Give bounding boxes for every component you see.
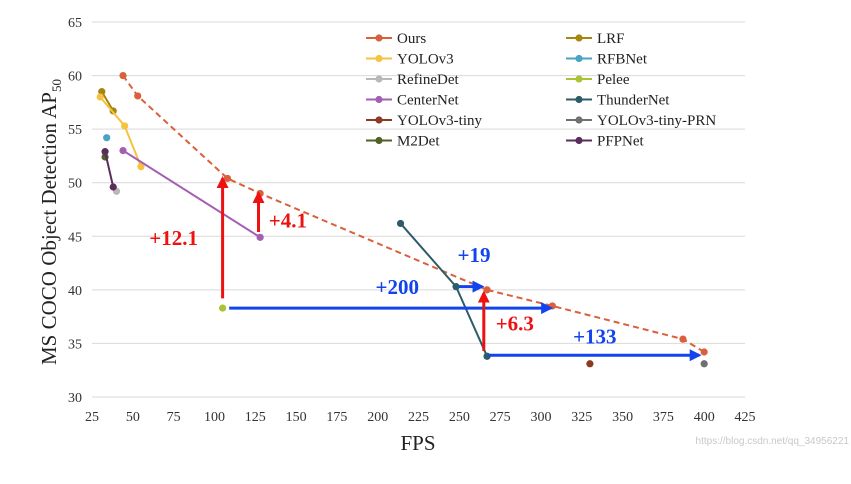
series-line-ours (122, 74, 705, 353)
x-tick-label: 350 (612, 410, 633, 425)
legend-label-thundernet: ThunderNet (597, 93, 670, 109)
annotation-label-4: +6.3 (496, 312, 534, 336)
legend-marker-yolov3-tiny-prn (575, 116, 583, 124)
point-pfpnet (109, 183, 117, 191)
series-line-pfpnet (104, 151, 115, 188)
x-tick-label: 125 (245, 410, 266, 425)
legend-label-lrf: LRF (597, 31, 625, 47)
x-tick-label: 300 (530, 410, 551, 425)
legend-label-yolov3-tiny: YOLOv3-tiny (397, 113, 482, 129)
legend: Ours LRF YOLOv3 RFBNet RefineDet Pelee CenterN… (366, 31, 716, 150)
point-thundernet (396, 219, 405, 228)
x-tick-label: 175 (326, 410, 347, 425)
svg-text:MS COCO Object Detection AP50: MS COCO Object Detection AP50 (37, 79, 64, 365)
x-axis-label: FPS (400, 431, 435, 455)
y-tick-label: 55 (68, 123, 82, 138)
point-rfbnet (103, 134, 111, 142)
x-tick-label: 50 (126, 410, 140, 425)
x-tick-label: 250 (449, 410, 470, 425)
point-centernet (256, 233, 264, 241)
point-yolov3 (96, 93, 104, 101)
legend-marker-pelee (575, 75, 583, 83)
legend-marker-refinedet (375, 75, 383, 83)
x-tick-label: 150 (286, 410, 307, 425)
series-line-lrf (100, 91, 115, 112)
x-tick-label: 200 (367, 410, 388, 425)
y-tick-label: 35 (68, 337, 82, 352)
legend-label-yolov3: YOLOv3 (397, 52, 454, 68)
annotation-label-1: +4.1 (269, 209, 307, 233)
point-yolov3-tiny (586, 360, 594, 368)
legend-marker-centernet (375, 95, 383, 104)
x-tick-label: 275 (490, 410, 511, 425)
point-ours (223, 174, 232, 183)
point-pelee (219, 304, 227, 312)
x-tick-label: 425 (735, 410, 756, 425)
grid-lines (92, 21, 745, 398)
legend-label-pelee: Pelee (597, 72, 630, 88)
legend-label-rfbnet: RFBNet (597, 52, 648, 68)
annotation-label-0: +12.1 (149, 226, 198, 250)
legend-label-yolov3-tiny-prn: YOLOv3-tiny-PRN (597, 113, 716, 129)
point-centernet (119, 146, 127, 155)
y-tick-label: 40 (68, 284, 82, 299)
annotation-label-2: +200 (376, 275, 419, 299)
annotation-label-5: +133 (573, 324, 616, 348)
point-ours (119, 71, 127, 80)
legend-label-pfpnet: PFPNet (597, 134, 645, 150)
legend-marker-thundernet (575, 95, 583, 104)
y-tick-label: 45 (68, 230, 82, 245)
x-tick-label: 375 (653, 410, 674, 425)
y-axis-label-sub: 50 (49, 79, 64, 92)
x-tick-label: 325 (571, 410, 592, 425)
point-yolov3 (121, 122, 129, 130)
point-pfpnet (101, 148, 109, 156)
y-axis-label: MS COCO Object Detection AP50 (37, 79, 64, 365)
series-layer (96, 71, 708, 368)
x-tick-label: 400 (694, 410, 715, 425)
x-tick-label: 25 (85, 410, 99, 425)
point-ours (134, 92, 142, 100)
axis-ticks: 30 35 40 45 50 55 60 65 25 50 75 100 125 150 175 200 225… (68, 16, 756, 425)
legend-marker-lrf (575, 34, 583, 42)
point-yolov3 (137, 163, 145, 171)
annotations: +12.1 +4.1 +200 +19 +6.3 +133 (149, 176, 702, 362)
series-line-centernet (122, 149, 261, 239)
point-thundernet (452, 283, 460, 291)
legend-marker-yolov3-tiny (375, 116, 383, 124)
y-tick-label: 50 (68, 177, 82, 192)
legend-label-ours: Ours (397, 31, 426, 47)
legend-marker-pfpnet (575, 136, 583, 145)
x-tick-label: 75 (167, 410, 181, 425)
legend-marker-m2det (375, 136, 383, 145)
point-ours (679, 335, 687, 343)
annotation-label-3: +19 (458, 243, 491, 267)
legend-label-refinedet: RefineDet (397, 72, 459, 88)
x-tick-label: 100 (204, 410, 225, 425)
y-tick-label: 65 (68, 16, 82, 31)
watermark-text: https://blog.csdn.net/qq_34956221 (695, 436, 849, 447)
legend-label-m2det: M2Det (397, 134, 440, 150)
legend-marker-rfbnet (575, 54, 583, 63)
point-yolov3-tiny-prn (700, 360, 708, 368)
point-ours (700, 348, 708, 356)
y-axis-label-main: MS COCO Object Detection AP (37, 92, 61, 365)
legend-label-centernet: CenterNet (397, 93, 459, 109)
y-tick-label: 60 (68, 70, 82, 85)
x-tick-label: 225 (408, 410, 429, 425)
y-tick-label: 30 (68, 391, 82, 406)
point-ours (483, 286, 491, 294)
legend-marker-ours (375, 34, 383, 42)
legend-marker-yolov3 (375, 54, 383, 63)
